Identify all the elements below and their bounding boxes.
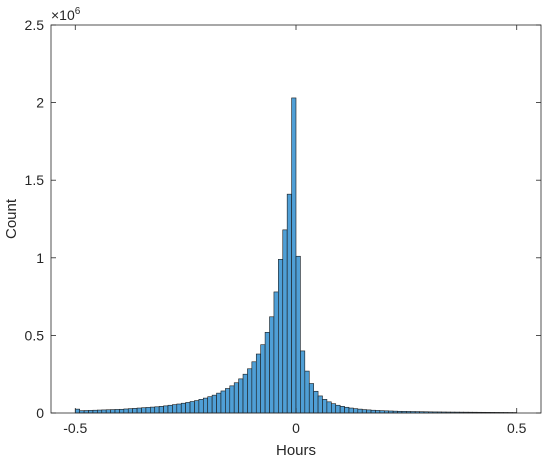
histogram-bar	[216, 392, 222, 414]
histogram-bar	[119, 408, 125, 414]
histogram-bar	[361, 409, 367, 414]
histogram-bar	[344, 406, 350, 414]
histogram-bar	[326, 401, 332, 414]
y-exponent-base: ×10	[51, 7, 75, 23]
histogram-bar	[313, 390, 319, 414]
x-tick-label: -0.5	[63, 420, 87, 436]
histogram-bar	[167, 404, 173, 414]
histogram-bar	[172, 404, 178, 414]
histogram-bar	[74, 408, 80, 414]
histogram-bar	[154, 406, 160, 414]
histogram-bar	[198, 399, 204, 414]
histogram-bar	[220, 390, 226, 414]
histogram-bar	[136, 407, 142, 414]
histogram-bar	[308, 383, 314, 414]
histogram-bar	[92, 409, 98, 414]
histogram-bar	[185, 402, 191, 414]
histogram-bar	[366, 409, 372, 414]
histogram-bar	[255, 353, 261, 414]
histogram-bar	[291, 97, 297, 414]
y-tick-label: 2.5	[25, 17, 45, 33]
histogram-bar	[176, 403, 182, 414]
histogram-bar	[158, 406, 164, 414]
y-axis-ticks: 0 0.5 1 1.5 2 2.5	[25, 17, 541, 421]
histogram-bar	[105, 409, 111, 414]
histogram-bar	[348, 407, 354, 414]
histogram-bar	[97, 409, 103, 414]
histogram-bar	[145, 407, 151, 414]
histogram-bar	[233, 382, 239, 414]
histogram-bar	[295, 255, 301, 414]
histogram-bar	[150, 406, 156, 414]
histogram-bar	[282, 229, 288, 414]
histogram-bar	[264, 331, 270, 414]
histogram-bar	[110, 409, 116, 414]
histogram-bar	[225, 388, 231, 414]
histogram-bar	[335, 404, 341, 414]
histogram-bar	[238, 378, 244, 414]
x-tick-label: 0	[292, 420, 300, 436]
histogram-bar	[127, 408, 133, 414]
histogram-bar	[339, 406, 345, 414]
histogram-bar	[353, 408, 359, 414]
histogram-bar	[132, 408, 138, 414]
histogram-bar	[242, 373, 248, 414]
bars-group	[74, 97, 518, 414]
histogram-bar	[229, 385, 235, 414]
histogram-bar	[370, 409, 376, 414]
y-tick-label: 0.5	[25, 327, 45, 343]
histogram-bar	[286, 193, 292, 414]
y-tick-label: 0	[36, 405, 44, 421]
histogram-bar	[331, 403, 337, 414]
y-axis-label: Count	[3, 198, 20, 239]
histogram-bar	[260, 344, 266, 414]
histogram-bar	[278, 259, 284, 414]
histogram-bar	[247, 368, 253, 414]
y-tick-label: 1.5	[25, 172, 45, 188]
histogram-bar	[194, 400, 200, 414]
histogram-bar	[123, 408, 129, 414]
y-tick-label: 1	[36, 250, 44, 266]
histogram-bar	[269, 316, 275, 414]
y-exponent-label: ×106	[51, 6, 81, 23]
histogram-bar	[304, 370, 310, 414]
histogram-bar	[101, 409, 107, 414]
histogram-bar	[300, 350, 306, 414]
histogram-bar	[141, 407, 147, 414]
histogram-bar	[203, 397, 209, 414]
histogram-bar	[207, 396, 213, 414]
y-tick-label: 2	[36, 95, 44, 111]
histogram-bar	[317, 395, 323, 414]
histogram-bar	[357, 408, 363, 414]
y-exponent-power: 6	[75, 6, 81, 17]
histogram-bar	[211, 394, 217, 414]
x-tick-label: 0.5	[507, 420, 527, 436]
x-axis-ticks: -0.5 0 0.5	[63, 25, 527, 436]
histogram-bar	[322, 399, 328, 414]
histogram-bar	[189, 401, 195, 414]
histogram-bar	[114, 409, 120, 414]
histogram-bar	[163, 405, 169, 414]
histogram-bar	[273, 291, 279, 414]
histogram-bar	[251, 361, 257, 414]
x-axis-label: Hours	[276, 442, 316, 458]
histogram-bar	[180, 402, 186, 414]
